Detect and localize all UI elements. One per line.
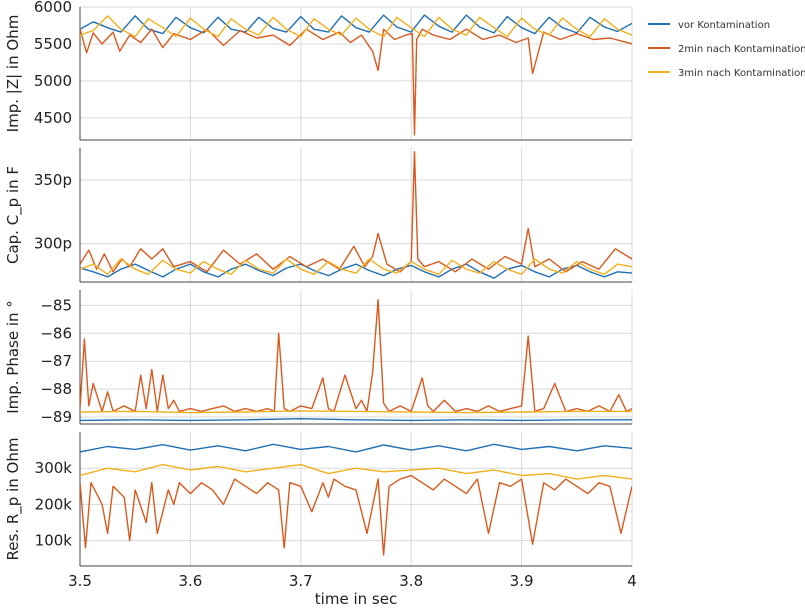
series-line-1-1 xyxy=(80,14,632,35)
legend-label-1: vor Kontamination xyxy=(678,20,770,31)
y-tick-label-4-3: 300k xyxy=(35,459,73,477)
series-line-1-2 xyxy=(80,28,632,136)
series-line-3-3 xyxy=(80,410,632,414)
legend: vor Kontamination 2min nach Kontamination… xyxy=(648,20,805,79)
series-line-4-3 xyxy=(80,463,632,480)
series-line-3-2 xyxy=(80,299,632,413)
y-tick-label-4-2: 200k xyxy=(35,495,73,513)
x-tick-label-5: 3.9 xyxy=(510,572,534,590)
y-tick-label-2-1: 300p xyxy=(34,235,72,253)
panel-3: −89 −88 −87 −86 −85 Imp. Phase in ° xyxy=(4,290,633,426)
x-tick-label-2: 3.6 xyxy=(178,572,202,590)
x-axis-title: time in sec xyxy=(315,590,397,608)
panel-1: 4500 5000 5500 6000 Imp. |Z| in Ohm xyxy=(4,0,633,141)
y-tick-label-3-4: −86 xyxy=(40,324,72,342)
x-tick-label-3: 3.7 xyxy=(289,572,313,590)
y-axis-title-1: Imp. |Z| in Ohm xyxy=(4,15,22,133)
y-axis-title-2: Cap. C_p in F xyxy=(4,166,23,264)
y-tick-label-1-3: 5500 xyxy=(34,35,72,53)
x-tick-label-6: 4 xyxy=(627,572,637,590)
y-tick-label-3-3: −87 xyxy=(40,352,72,370)
y-tick-label-1-4: 6000 xyxy=(34,0,72,16)
legend-label-2: 2min nach Kontamination xyxy=(678,44,805,55)
series-line-2-3 xyxy=(80,258,632,275)
series-line-1-3 xyxy=(80,15,632,38)
y-tick-label-3-1: −89 xyxy=(40,408,72,426)
y-tick-label-3-2: −88 xyxy=(40,380,72,398)
panel-2: 300p 350p Cap. C_p in F xyxy=(4,148,633,283)
y-tick-label-2-2: 350p xyxy=(34,171,72,189)
y-axis-title-3: Imp. Phase in ° xyxy=(4,300,22,414)
series-line-2-2 xyxy=(80,151,632,273)
series-line-3-1 xyxy=(80,418,632,422)
series-line-4-2 xyxy=(80,474,632,556)
y-tick-label-3-5: −85 xyxy=(40,296,72,314)
y-tick-label-1-2: 5000 xyxy=(34,72,72,90)
x-tick-label-4: 3.8 xyxy=(399,572,423,590)
panel-4: 100k 200k 300k Res. R_p in Ohm xyxy=(4,432,633,567)
x-tick-label-1: 3.5 xyxy=(68,572,92,590)
series-line-4-1 xyxy=(80,443,632,453)
y-tick-label-1-1: 4500 xyxy=(34,109,72,127)
y-tick-label-4-1: 100k xyxy=(35,532,73,550)
series-line-2-1 xyxy=(80,263,632,279)
y-axis-title-4: Res. R_p in Ohm xyxy=(4,438,23,561)
legend-label-3: 3min nach Kontamination xyxy=(678,68,805,79)
